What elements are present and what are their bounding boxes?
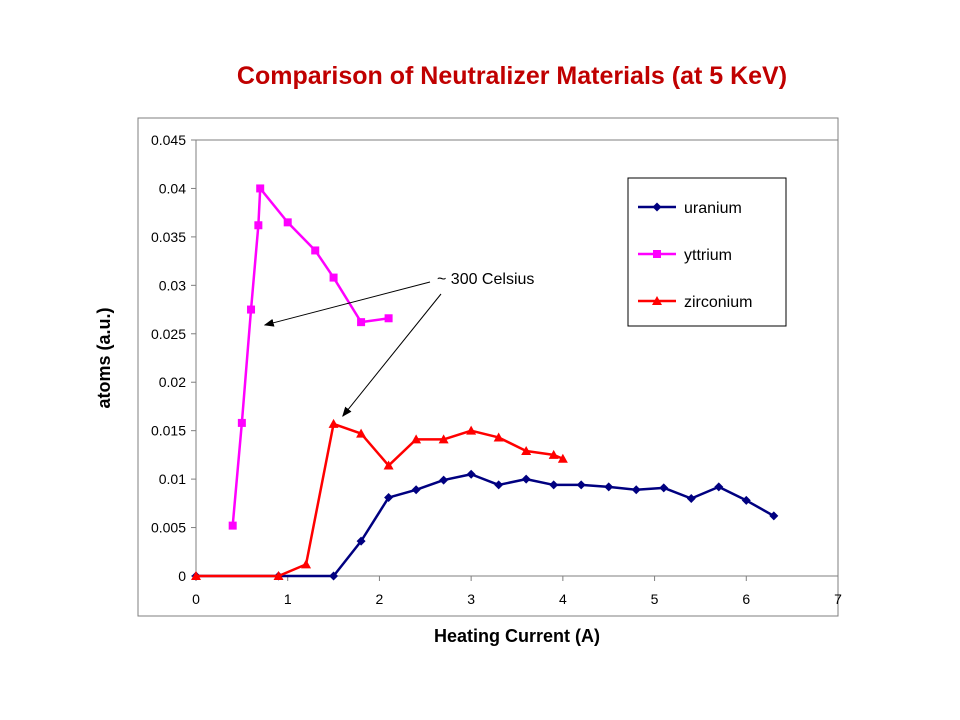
data-point-zirconium bbox=[493, 432, 504, 442]
data-point-zirconium bbox=[521, 446, 532, 456]
legend: uranium yttrium zirconium bbox=[627, 177, 787, 327]
y-tick-label: 0.04 bbox=[159, 180, 186, 196]
y-tick-label: 0.01 bbox=[159, 471, 186, 487]
data-point-yttrium bbox=[237, 418, 246, 427]
series-zirconium bbox=[191, 418, 568, 580]
slide-title: Comparison of Neutralizer Materials (at … bbox=[236, 62, 788, 90]
legend-item-uranium: uranium bbox=[638, 200, 742, 217]
data-point-uranium bbox=[439, 475, 449, 485]
data-point-zirconium bbox=[273, 571, 284, 580]
data-point-zirconium bbox=[356, 428, 367, 438]
data-point-uranium bbox=[384, 493, 394, 503]
data-point-zirconium bbox=[557, 453, 568, 463]
axes: 0 0.005 0.01 0.015 0.02 0.025 0.03 0.035 0.04 0.0… bbox=[151, 132, 842, 607]
series-layer bbox=[191, 184, 779, 581]
data-point-uranium bbox=[549, 480, 559, 490]
data-point-uranium bbox=[329, 571, 339, 581]
legend-label: uranium bbox=[684, 200, 742, 217]
y-tick-label: 0.005 bbox=[151, 520, 186, 536]
data-point-uranium bbox=[411, 485, 421, 495]
data-point-yttrium bbox=[228, 521, 237, 530]
data-point-uranium bbox=[604, 482, 614, 492]
data-point-uranium bbox=[659, 483, 669, 493]
x-tick-label: 3 bbox=[467, 591, 475, 607]
x-tick-label: 0 bbox=[192, 591, 200, 607]
annotation-layer: ~ 300 Celsius bbox=[263, 271, 534, 417]
data-point-zirconium bbox=[438, 434, 449, 444]
data-point-yttrium bbox=[256, 184, 265, 193]
data-point-uranium bbox=[466, 469, 476, 479]
y-axis-title: atoms (a.u.) bbox=[94, 307, 114, 408]
data-point-yttrium bbox=[247, 305, 256, 314]
data-point-uranium bbox=[494, 480, 504, 490]
x-axis-title: Heating Current (A) bbox=[434, 626, 600, 646]
legend-label: yttrium bbox=[684, 247, 732, 264]
data-point-yttrium bbox=[254, 221, 263, 230]
data-point-uranium bbox=[714, 482, 724, 492]
series-yttrium bbox=[228, 184, 393, 530]
data-point-uranium bbox=[576, 480, 586, 490]
data-point-uranium bbox=[521, 474, 531, 484]
legend-swatch-marker bbox=[652, 202, 662, 212]
legend-item-zirconium: zirconium bbox=[638, 294, 752, 311]
data-point-zirconium bbox=[411, 434, 422, 444]
data-point-yttrium bbox=[283, 218, 292, 227]
data-point-yttrium bbox=[357, 318, 366, 327]
y-tick-label: 0.02 bbox=[159, 374, 186, 390]
x-tick-label: 2 bbox=[376, 591, 384, 607]
x-tick-label: 1 bbox=[284, 591, 292, 607]
data-point-yttrium bbox=[311, 246, 320, 255]
data-point-uranium bbox=[769, 511, 779, 521]
data-point-yttrium bbox=[384, 314, 393, 323]
x-tick-label: 4 bbox=[559, 591, 567, 607]
data-point-uranium bbox=[631, 485, 641, 495]
annotation-arrow bbox=[342, 293, 442, 417]
y-tick-label: 0.025 bbox=[151, 326, 186, 342]
x-tick-label: 7 bbox=[834, 591, 842, 607]
x-tick-label: 5 bbox=[651, 591, 659, 607]
data-point-uranium bbox=[741, 495, 751, 505]
data-point-yttrium bbox=[329, 273, 338, 282]
legend-item-yttrium: yttrium bbox=[638, 247, 732, 264]
y-tick-label: 0 bbox=[178, 568, 186, 584]
x-tick-label: 6 bbox=[742, 591, 750, 607]
data-point-zirconium bbox=[466, 425, 477, 435]
y-tick-label: 0.045 bbox=[151, 132, 186, 148]
legend-label: zirconium bbox=[684, 294, 752, 311]
data-point-zirconium bbox=[548, 449, 559, 459]
annotation-arrow bbox=[263, 281, 431, 327]
y-tick-label: 0.03 bbox=[159, 277, 186, 293]
data-point-uranium bbox=[356, 536, 366, 546]
data-point-uranium bbox=[686, 493, 696, 503]
annotation-label: ~ 300 Celsius bbox=[437, 271, 534, 288]
plot-area bbox=[195, 139, 839, 577]
data-point-zirconium bbox=[383, 460, 394, 470]
data-point-zirconium bbox=[191, 571, 201, 580]
legend-swatch-marker bbox=[652, 296, 662, 305]
series-line-yttrium bbox=[231, 187, 389, 526]
y-tick-label: 0.015 bbox=[151, 423, 186, 439]
data-point-zirconium bbox=[328, 418, 339, 428]
legend-swatch-marker bbox=[653, 250, 661, 258]
y-tick-label: 0.035 bbox=[151, 229, 186, 245]
data-point-zirconium bbox=[301, 559, 312, 569]
